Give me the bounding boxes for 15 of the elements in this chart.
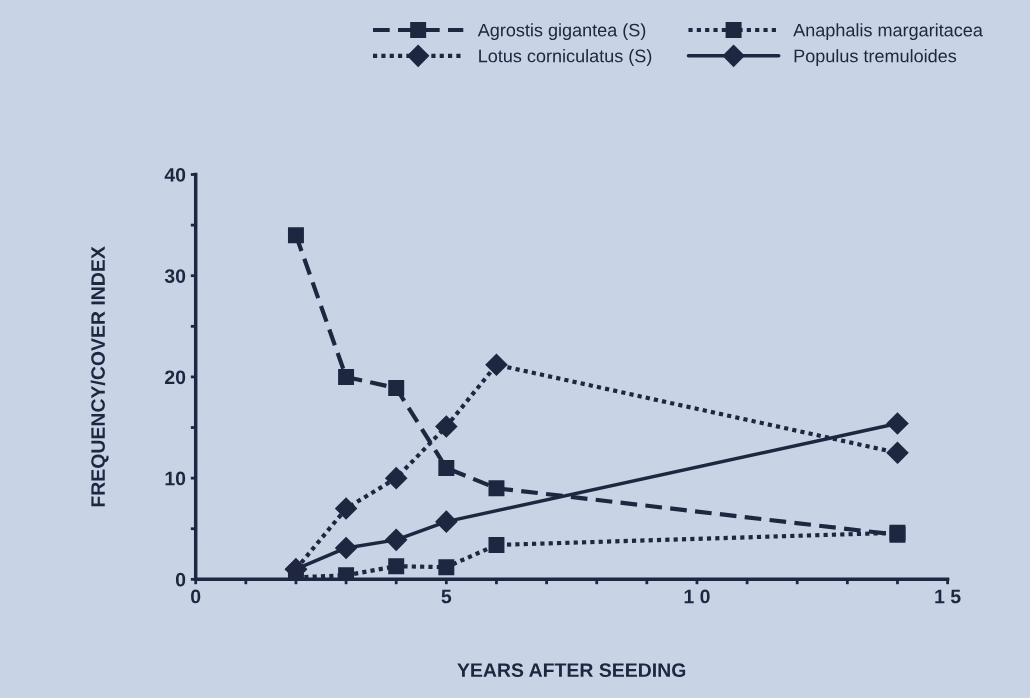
y-tick-label: 40 bbox=[164, 167, 186, 182]
x-tick-label: 0 bbox=[191, 589, 201, 604]
legend-label: Agrostis gigantea (S) bbox=[477, 23, 646, 41]
legend-label: Lotus corniculatus (S) bbox=[479, 49, 652, 66]
x-tick-label: 5 bbox=[441, 589, 452, 604]
legend-label: Populus tremuloides bbox=[794, 49, 957, 66]
legend-label: Anaphalis margaritacea bbox=[793, 23, 983, 41]
x-tick-label: 1 0 bbox=[684, 589, 710, 604]
x-tick-label: 1 5 bbox=[935, 589, 961, 604]
y-tick-label: 20 bbox=[165, 370, 186, 385]
y-tick-label: 10 bbox=[165, 471, 186, 486]
y-tick-label: 30 bbox=[164, 269, 186, 283]
x-axis-title: YEARS AFTER SEEDING bbox=[457, 663, 686, 678]
y-tick-label: 0 bbox=[175, 572, 186, 587]
y-axis-title: FREQUENCY/COVER INDEX bbox=[90, 246, 109, 507]
